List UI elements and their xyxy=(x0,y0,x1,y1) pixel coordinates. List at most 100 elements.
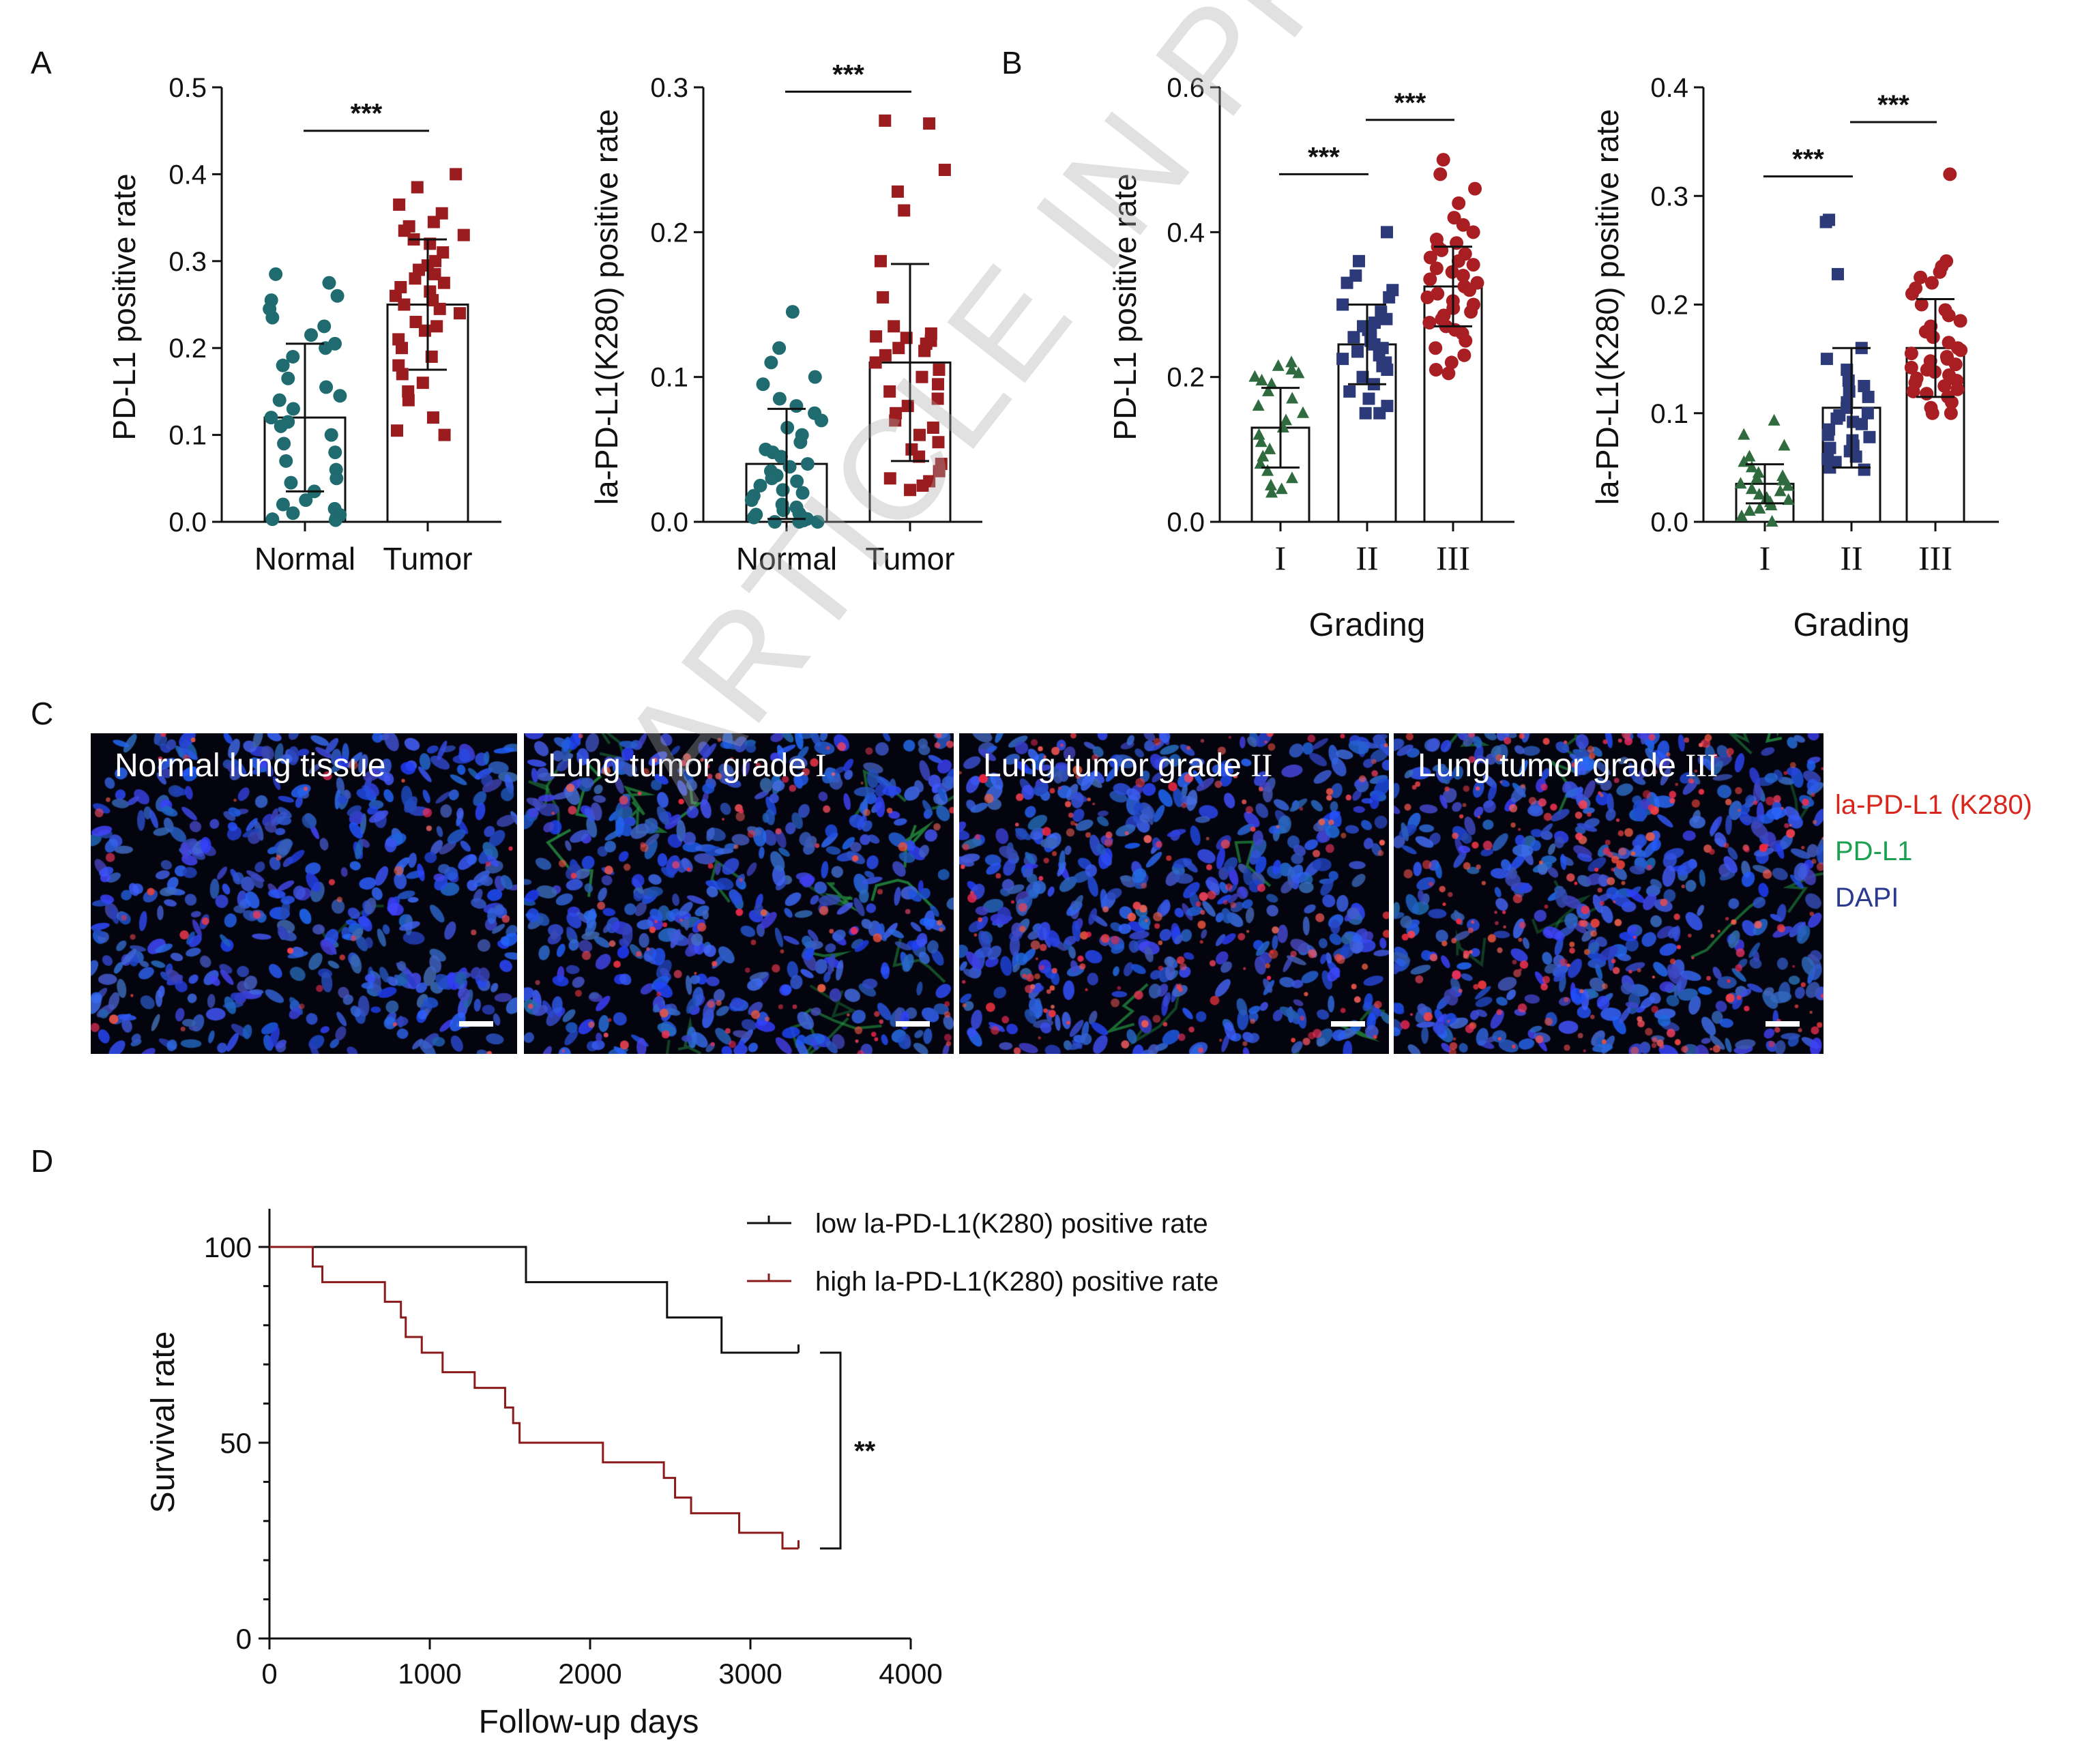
micrograph-label: Normal lung tissue xyxy=(115,747,386,784)
data-point xyxy=(1924,276,1939,290)
data-point xyxy=(1856,417,1869,430)
data-point xyxy=(1248,370,1261,382)
micrograph-label-text: Normal lung tissue xyxy=(115,748,386,784)
data-point xyxy=(877,291,890,304)
data-point xyxy=(1285,363,1298,375)
data-point xyxy=(1735,510,1748,522)
data-point xyxy=(1341,276,1353,289)
micrograph-label: Lung tumor grade III xyxy=(1418,747,1718,784)
micrograph-tumor-grade-2: Lung tumor grade II xyxy=(959,733,1389,1054)
data-point xyxy=(398,224,411,237)
data-point xyxy=(1842,374,1855,387)
data-point xyxy=(1362,392,1375,405)
data-point xyxy=(888,320,900,333)
data-point xyxy=(1381,364,1394,377)
micrograph-label-roman: II xyxy=(1250,748,1273,784)
data-point xyxy=(1373,407,1386,420)
data-point xyxy=(395,342,408,355)
y-tick-label: 0.4 xyxy=(1650,73,1688,103)
data-point xyxy=(1352,254,1365,267)
data-point xyxy=(1336,353,1349,366)
x-tick-label: I xyxy=(1275,539,1287,577)
data-point xyxy=(1831,267,1844,280)
chart-a2-la-pd-l1-normal-vs-tumor: la-PD-L1(K280) positive rate 0.0 0.1 0.2 0.… xyxy=(589,59,982,576)
micrograph-normal-lung: Normal lung tissue xyxy=(91,733,517,1054)
data-point xyxy=(1745,482,1758,495)
data-point xyxy=(923,117,936,130)
data-point xyxy=(879,114,892,127)
data-point xyxy=(1861,407,1874,420)
data-point xyxy=(1821,428,1834,441)
data-point xyxy=(1904,360,1918,374)
data-point xyxy=(1914,297,1929,312)
data-point xyxy=(430,320,443,333)
data-point xyxy=(1776,473,1789,486)
data-point xyxy=(416,377,429,389)
data-point xyxy=(1920,387,1934,401)
data-point xyxy=(457,229,470,241)
chart-b2-la-pd-l1-by-grade: la-PD-L1(K280) positive rate Grading 0.0… xyxy=(1590,73,1999,643)
data-point xyxy=(418,324,431,337)
legend-low-label: low la-PD-L1(K280) positive rate xyxy=(815,1209,1208,1239)
micrograph-tumor-grade-1: Lung tumor grade I xyxy=(524,733,954,1054)
data-point xyxy=(932,378,945,391)
data-point xyxy=(1944,406,1958,420)
chart-d-xlabel: Follow-up days xyxy=(479,1704,699,1740)
data-point xyxy=(1450,236,1464,250)
data-point xyxy=(1862,390,1875,403)
data-point xyxy=(281,371,295,385)
data-point xyxy=(1948,357,1963,372)
data-point xyxy=(433,302,446,315)
data-point xyxy=(1765,499,1778,511)
y-tick-label: 0.0 xyxy=(1650,508,1688,538)
panel-letter-c: C xyxy=(31,696,53,731)
y-tick-label: 100 xyxy=(204,1231,252,1263)
data-point xyxy=(1843,385,1856,398)
data-point xyxy=(1904,347,1918,361)
micrograph-label: Lung tumor grade I xyxy=(548,747,826,784)
data-point xyxy=(747,510,761,525)
data-point xyxy=(391,424,404,437)
data-point xyxy=(1768,413,1781,426)
data-point xyxy=(1926,330,1940,344)
data-point xyxy=(1944,395,1959,409)
y-tick-label: 0.2 xyxy=(1650,291,1688,321)
data-point xyxy=(1933,265,1947,279)
survival-curve-low xyxy=(269,1246,799,1354)
data-point xyxy=(1254,457,1267,469)
micrograph-label-roman: III xyxy=(1685,748,1718,784)
data-point xyxy=(1906,384,1920,398)
data-point xyxy=(870,330,883,343)
x-tick-label: III xyxy=(1436,539,1470,577)
x-tick-label: Normal xyxy=(254,541,355,576)
y-tick-label: 0.1 xyxy=(169,421,207,451)
data-point xyxy=(1255,435,1268,447)
data-point xyxy=(753,478,767,493)
y-tick-label: 0.6 xyxy=(1167,73,1205,103)
significance-label: *** xyxy=(1792,145,1824,175)
data-point xyxy=(926,421,939,434)
data-point xyxy=(1420,290,1435,304)
data-point xyxy=(265,310,280,325)
data-point xyxy=(1950,382,1965,396)
data-point xyxy=(324,428,338,442)
data-point xyxy=(427,216,440,229)
data-point xyxy=(1356,370,1369,383)
data-point xyxy=(1255,373,1268,385)
data-point xyxy=(1463,283,1477,297)
data-point xyxy=(274,419,288,433)
data-point xyxy=(1380,312,1393,325)
data-point xyxy=(938,164,951,177)
data-point xyxy=(1841,364,1854,377)
panel-letter-a: A xyxy=(31,45,52,80)
data-point xyxy=(272,393,287,407)
x-tick-label: II xyxy=(1356,539,1378,577)
y-tick-label: 0.0 xyxy=(1167,508,1205,538)
data-point xyxy=(1751,471,1763,484)
data-point xyxy=(286,349,300,364)
data-point xyxy=(1753,488,1766,500)
data-point xyxy=(409,272,422,285)
data-point xyxy=(276,497,290,512)
data-point xyxy=(810,515,825,529)
data-point xyxy=(891,185,904,198)
